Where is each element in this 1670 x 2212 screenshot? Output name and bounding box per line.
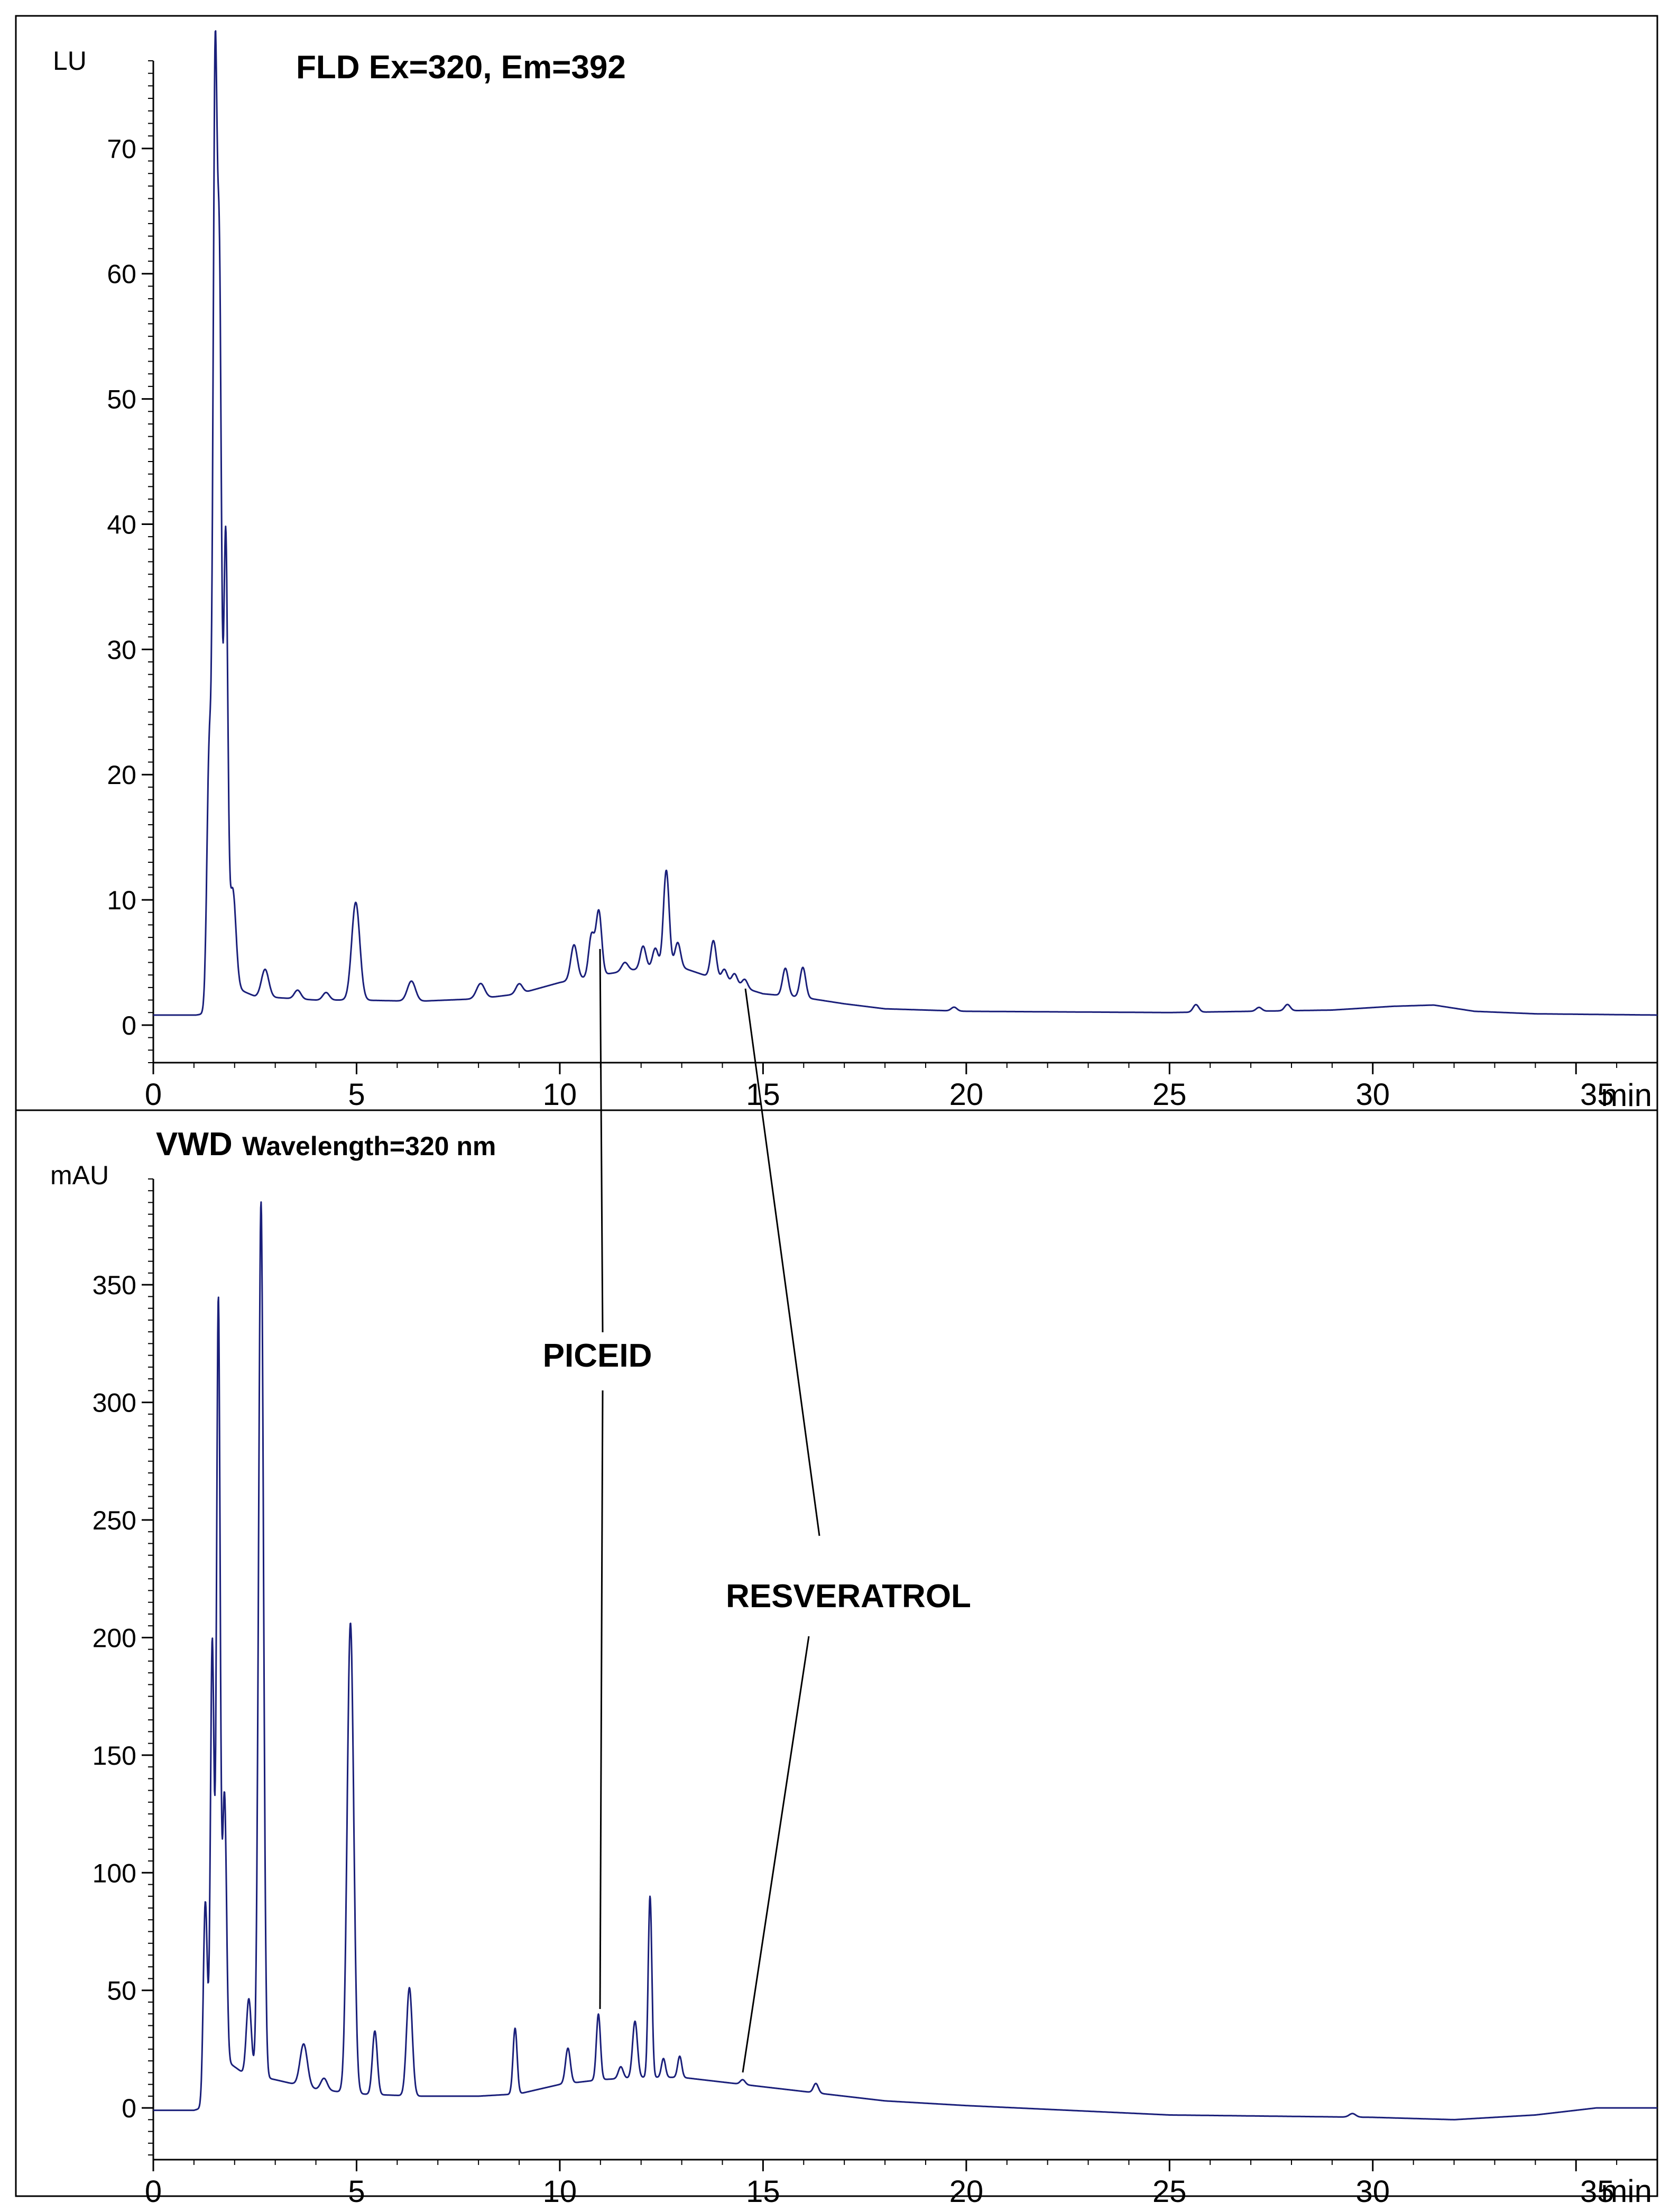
- vwd-title-detector: VWD: [156, 1126, 233, 1163]
- vwd-y-tick-label: 150: [93, 1741, 136, 1771]
- fld-title: FLD Ex=320, Em=392: [296, 49, 626, 86]
- vwd-x-tick-label: 25: [1152, 2174, 1187, 2209]
- vwd-y-tick-label: 50: [107, 1976, 136, 2006]
- fld-y-axis-label: LU: [53, 46, 87, 76]
- fld-y-tick-label: 40: [107, 510, 136, 539]
- piceid-label: PICEID: [543, 1338, 652, 1374]
- vwd-x-ticks: 0 5 10 15 20 25 30 35: [145, 2160, 1658, 2209]
- fld-x-axis-unit: min: [1601, 1077, 1652, 1113]
- fld-y-tick-label: 0: [122, 1011, 136, 1040]
- fld-y-tick-label: 30: [107, 635, 136, 665]
- fld-y-tick-label: 60: [107, 260, 136, 289]
- vwd-x-tick-label: 0: [145, 2174, 162, 2209]
- vwd-y-tick-label: 250: [93, 1506, 136, 1535]
- fld-trace: [153, 30, 1658, 1016]
- fld-x-tick-label: 35: [1580, 1077, 1614, 1112]
- fld-y-tick-label: 70: [107, 134, 136, 164]
- vwd-x-tick-label: 5: [348, 2174, 365, 2209]
- vwd-panel: VWD Wavelength=320 nm mAU 05010015020025…: [50, 1126, 1658, 2209]
- vwd-x-tick-label: 30: [1355, 2174, 1390, 2209]
- resveratrol-leader-upper: [744, 988, 820, 1536]
- fld-x-tick-label: 10: [543, 1077, 577, 1112]
- vwd-y-ticks: 0 50 100 150 200 250 300 350: [93, 1178, 153, 2156]
- vwd-trace: [153, 1201, 1658, 2121]
- vwd-y-axis-label: mAU: [50, 1160, 109, 1190]
- fld-y-tick-label: 10: [107, 886, 136, 915]
- vwd-x-tick-label: 10: [543, 2174, 577, 2209]
- fld-y-tick-label: 50: [107, 385, 136, 414]
- figure-frame: [15, 15, 1658, 2197]
- fld-x-tick-label: 15: [746, 1077, 780, 1112]
- vwd-x-tick-label: 35: [1580, 2174, 1614, 2209]
- vwd-y-tick-label: 350: [93, 1270, 136, 1300]
- vwd-y-tick-label: 0: [122, 2094, 136, 2123]
- fld-y-tick-label: 20: [107, 760, 136, 790]
- vwd-y-tick-label: 200: [93, 1623, 136, 1653]
- fld-y-ticks: 0 10 20 30 40 50 60 70: [107, 60, 153, 1063]
- fld-panel: FLD Ex=320, Em=392 LU 0 10 20 30 40 50 60 70 0 5…: [53, 30, 1658, 1113]
- fld-x-tick-label: 30: [1355, 1077, 1390, 1112]
- vwd-y-tick-label: 100: [93, 1858, 136, 1888]
- peak-annotations: PICEID RESVERATROL: [543, 948, 971, 2073]
- fld-x-tick-label: 0: [145, 1077, 162, 1112]
- fld-x-ticks: 0 5 10 15 20 25 30 35: [145, 1063, 1658, 1112]
- fld-x-tick-label: 25: [1152, 1077, 1187, 1112]
- resveratrol-leader-lower: [742, 1636, 810, 2073]
- vwd-x-axis-unit: min: [1601, 2173, 1652, 2209]
- vwd-x-tick-label: 15: [746, 2174, 780, 2209]
- vwd-y-tick-label: 300: [93, 1388, 136, 1418]
- piceid-leader-lower: [599, 1390, 604, 2010]
- piceid-leader-upper: [599, 948, 604, 1333]
- vwd-x-tick-label: 20: [949, 2174, 984, 2209]
- resveratrol-label: RESVERATROL: [726, 1578, 971, 1615]
- vwd-title: VWD Wavelength=320 nm: [156, 1126, 496, 1163]
- fld-x-tick-label: 5: [348, 1077, 365, 1112]
- fld-x-tick-label: 20: [949, 1077, 984, 1112]
- vwd-title-wavelength: Wavelength=320 nm: [242, 1131, 496, 1161]
